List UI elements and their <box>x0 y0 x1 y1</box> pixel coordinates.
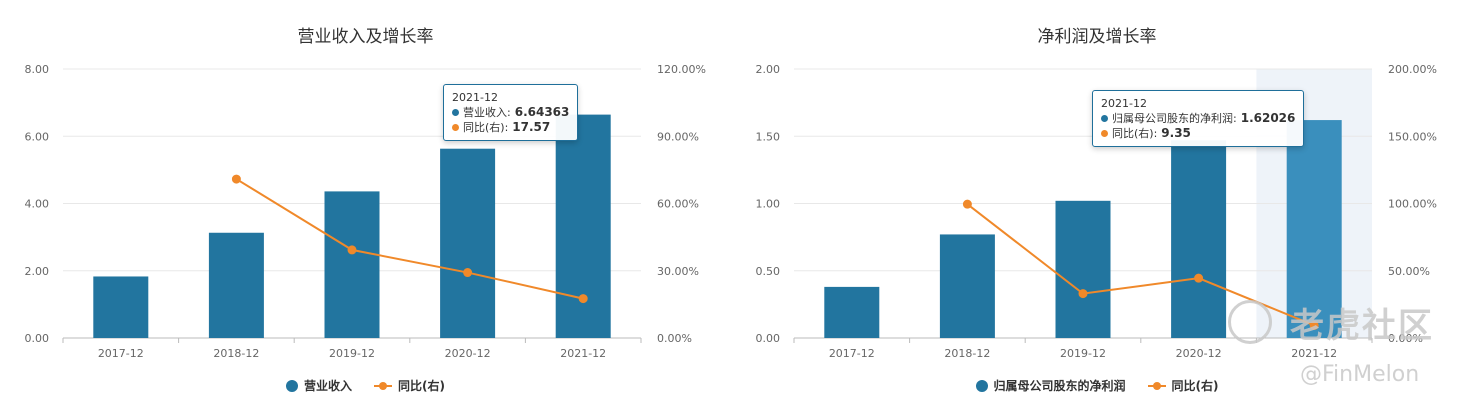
x-tick-label: 2017-12 <box>98 347 144 360</box>
legend-line-marker-icon <box>1147 381 1166 390</box>
line-point <box>578 294 588 304</box>
bar <box>1055 200 1111 338</box>
y-left-tick-label: 8.00 <box>25 63 50 76</box>
tooltip-category: 2021-12 <box>452 91 498 104</box>
bar <box>824 286 880 338</box>
y-right-tick-label: 0.00% <box>1388 332 1423 345</box>
y-right-tick-label: 0.00% <box>657 332 692 345</box>
x-tick-label: 2018-12 <box>213 347 259 360</box>
revenue-chart-panel: 营业收入及增长率 0.00 0.00% 2.00 30.00% 4.00 60.00% 6.… <box>0 0 731 409</box>
line-point <box>1194 273 1204 283</box>
legend-line-marker-icon <box>374 381 393 390</box>
y-left-tick-label: 2.00 <box>25 265 50 278</box>
y-right-tick-label: 60.00% <box>657 198 699 211</box>
y-left-tick-label: 0.50 <box>756 265 781 278</box>
y-right-tick-label: 150.00% <box>1388 130 1437 143</box>
y-right-tick-label: 30.00% <box>657 265 699 278</box>
bar <box>324 191 380 338</box>
tooltip-label: 营业收入: <box>463 106 511 119</box>
x-tick-label: 2021-12 <box>560 347 606 360</box>
x-tick-label: 2019-12 <box>329 347 375 360</box>
tooltip-value: 9.35 <box>1161 126 1191 140</box>
y-left-tick-label: 0.00 <box>25 332 50 345</box>
legend-label: 同比(右) <box>1171 379 1219 393</box>
tooltip-label: 归属母公司股东的净利润: <box>1112 112 1237 125</box>
watermark-logo-text: 老虎社区 <box>1290 306 1434 346</box>
chart-title: 营业收入及增长率 <box>297 27 434 47</box>
line-point <box>463 268 473 278</box>
y-left-tick-label: 4.00 <box>25 198 50 211</box>
line-point <box>1309 320 1319 330</box>
y-left-tick-label: 1.50 <box>756 130 781 143</box>
line-point <box>231 174 241 184</box>
watermark-handle: @FinMelon <box>1300 362 1420 387</box>
y-right-tick-label: 50.00% <box>1388 265 1430 278</box>
y-left-tick-label: 2.00 <box>756 63 781 76</box>
chart-title: 净利润及增长率 <box>1037 27 1157 47</box>
net-profit-chart-panel: 净利润及增长率 0.00 0.00% 0.50 50.00% 1.00 100.00% 1.… <box>731 0 1463 409</box>
tooltip-category: 2021-12 <box>1101 97 1147 110</box>
x-tick-label: 2021-12 <box>1291 347 1337 360</box>
y-right-tick-label: 120.00% <box>657 63 706 76</box>
x-tick-label: 2020-12 <box>1176 347 1222 360</box>
y-left-tick-label: 6.00 <box>25 130 50 143</box>
tooltip-row: 同比(右): 17.57 <box>452 120 569 135</box>
bar <box>208 232 264 338</box>
legend: 归属母公司股东的净利润 同比(右) <box>731 377 1463 394</box>
x-tick-label: 2018-12 <box>944 347 990 360</box>
tooltip-value: 17.57 <box>512 120 551 134</box>
y-left-tick-label: 1.00 <box>756 198 781 211</box>
x-tick-label: 2020-12 <box>445 347 491 360</box>
legend-item-line[interactable]: 同比(右) <box>1147 377 1219 394</box>
legend-item-bar[interactable]: 归属母公司股东的净利润 <box>975 377 1126 394</box>
legend-label: 同比(右) <box>398 379 445 393</box>
bar <box>440 148 496 338</box>
net-profit-chart: 0.00 0.00% 0.50 50.00% 1.00 100.00% 1.50 150.00… <box>756 63 1437 360</box>
bar <box>1286 120 1342 338</box>
tooltip-value: 6.64363 <box>514 105 570 119</box>
bar <box>1171 140 1227 338</box>
bar <box>93 276 149 338</box>
tooltip-row: 归属母公司股东的净利润: 1.62026 <box>1101 111 1295 126</box>
tooltip-line-dot-icon <box>452 124 459 131</box>
tooltip-label: 同比(右): <box>1112 127 1158 140</box>
bar <box>555 114 611 338</box>
bar <box>939 234 995 338</box>
tooltip-row: 营业收入: 6.64363 <box>452 105 569 120</box>
tooltip-row: 同比(右): 9.35 <box>1101 126 1295 141</box>
tooltip: 2021-12 归属母公司股东的净利润: 1.62026 同比(右): 9.35 <box>1092 90 1305 147</box>
revenue-chart: 0.00 0.00% 2.00 30.00% 4.00 60.00% 6.00 90.00% 8… <box>25 63 706 360</box>
legend-item-line[interactable]: 同比(右) <box>374 377 445 394</box>
y-left-tick-label: 0.00 <box>756 332 781 345</box>
watermark-logo-icon <box>1228 300 1272 344</box>
tooltip-bar-dot-icon <box>1101 115 1108 122</box>
line-point <box>962 199 972 209</box>
legend: 营业收入 同比(右) <box>0 377 731 394</box>
growth-line <box>235 178 584 300</box>
legend-label: 营业收入 <box>304 379 353 393</box>
line-point <box>347 245 357 255</box>
y-right-tick-label: 90.00% <box>657 130 699 143</box>
x-tick-label: 2017-12 <box>829 347 875 360</box>
tooltip-label: 同比(右): <box>463 121 509 134</box>
legend-label: 归属母公司股东的净利润 <box>993 379 1126 393</box>
legend-bar-marker-icon <box>975 379 988 392</box>
y-right-tick-label: 200.00% <box>1388 63 1437 76</box>
legend-item-bar[interactable]: 营业收入 <box>286 377 352 394</box>
tooltip-bar-dot-icon <box>452 109 459 116</box>
legend-bar-marker-icon <box>286 379 298 392</box>
y-right-tick-label: 100.00% <box>1388 198 1437 211</box>
x-tick-label: 2019-12 <box>1060 347 1106 360</box>
tooltip-line-dot-icon <box>1101 130 1108 137</box>
tooltip: 2021-12 营业收入: 6.64363 同比(右): 17.57 <box>443 84 579 141</box>
line-point <box>1078 289 1088 299</box>
tooltip-value: 1.62026 <box>1240 111 1296 125</box>
